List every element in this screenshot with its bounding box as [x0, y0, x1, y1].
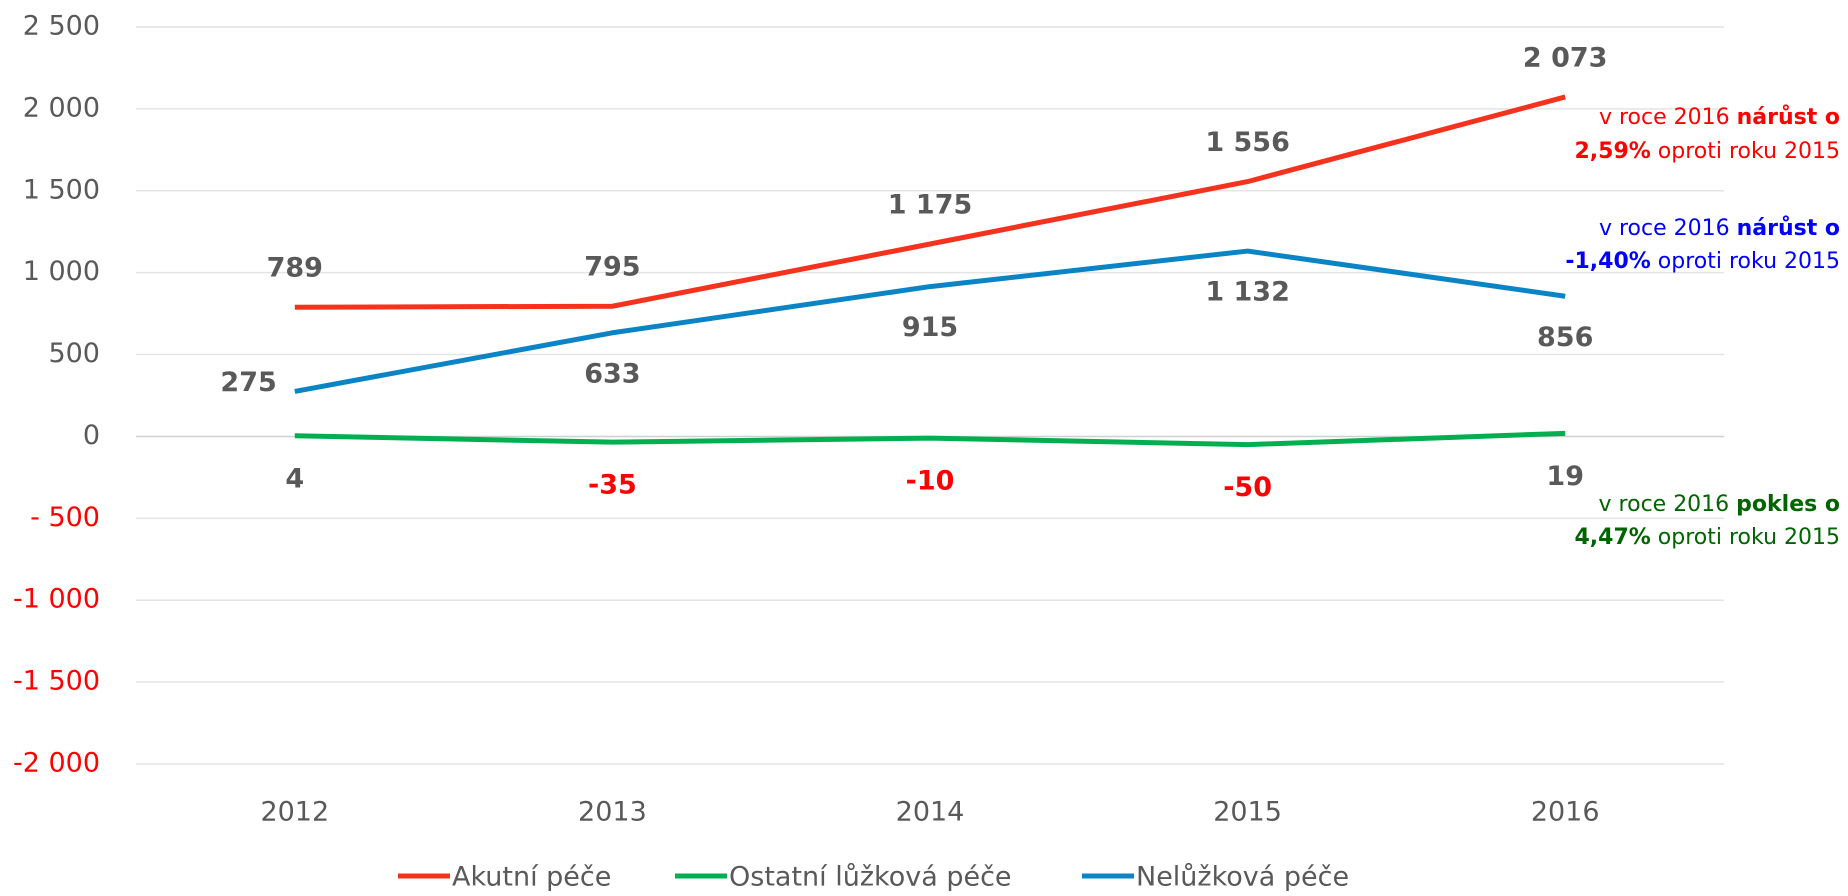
annotation: 2,59% oproti roku 2015: [1574, 139, 1840, 164]
y-tick-label: 2 500: [23, 11, 100, 42]
data-label: 915: [902, 312, 958, 343]
annotation-part: 2,59%: [1574, 139, 1650, 164]
data-label: 275: [220, 367, 276, 398]
legend-label: Nelůžková péče: [1136, 862, 1349, 893]
annotation: v roce 2016 nárůst o: [1599, 105, 1840, 130]
data-label: -50: [1223, 472, 1272, 503]
x-tick-label: 2014: [896, 797, 965, 828]
data-label: -10: [906, 466, 955, 497]
annotation-part: nárůst o: [1737, 105, 1840, 130]
annotation-part: v roce 2016: [1599, 105, 1737, 130]
y-tick-label: 1 500: [23, 174, 100, 205]
annotation: v roce 2016 nárůst o: [1599, 216, 1840, 241]
annotation-part: 4,47%: [1574, 525, 1650, 550]
x-tick-label: 2013: [578, 797, 647, 828]
series-line: [294, 430, 1566, 448]
annotation: -1,40% oproti roku 2015: [1565, 249, 1840, 274]
y-tick-label: -2 000: [13, 748, 100, 779]
y-tick-label: -1 000: [13, 584, 100, 615]
data-label: 856: [1537, 322, 1593, 353]
legend-label: Akutní péče: [452, 862, 611, 893]
series-line: [294, 94, 1566, 310]
x-tick-label: 2012: [260, 797, 329, 828]
annotation: 4,47% oproti roku 2015: [1574, 525, 1840, 550]
data-label: -35: [588, 470, 637, 501]
data-label: 19: [1546, 461, 1584, 492]
annotation: v roce 2016 pokles o: [1599, 492, 1840, 517]
x-tick-label: 2016: [1531, 797, 1600, 828]
data-label: 4: [285, 463, 304, 494]
annotation-part: nárůst o: [1737, 216, 1840, 241]
annotation-part: oproti roku 2015: [1651, 525, 1840, 550]
annotation-part: v roce 2016: [1599, 492, 1737, 517]
data-label: 633: [584, 358, 640, 389]
x-tick-label: 2015: [1213, 797, 1282, 828]
y-tick-label: - 500: [30, 502, 100, 533]
y-tick-label: -1 500: [13, 666, 100, 697]
series-line: [294, 248, 1566, 394]
y-tick-label: 1 000: [23, 256, 100, 287]
annotation-part: pokles o: [1736, 492, 1840, 517]
legend-label: Ostatní lůžková péče: [729, 862, 1012, 893]
data-label: 1 556: [1205, 127, 1290, 158]
y-tick-label: 0: [83, 420, 100, 451]
data-label: 795: [584, 252, 640, 283]
data-label: 789: [267, 253, 323, 284]
annotation-part: -1,40%: [1565, 249, 1650, 274]
annotation-part: oproti roku 2015: [1651, 139, 1840, 164]
annotation-part: oproti roku 2015: [1651, 249, 1840, 274]
y-tick-label: 500: [48, 338, 100, 369]
data-label: 1 132: [1205, 277, 1290, 308]
annotation-part: v roce 2016: [1599, 216, 1737, 241]
data-label: 2 073: [1523, 42, 1608, 73]
data-label: 1 175: [888, 190, 973, 221]
y-tick-label: 2 000: [23, 92, 100, 123]
